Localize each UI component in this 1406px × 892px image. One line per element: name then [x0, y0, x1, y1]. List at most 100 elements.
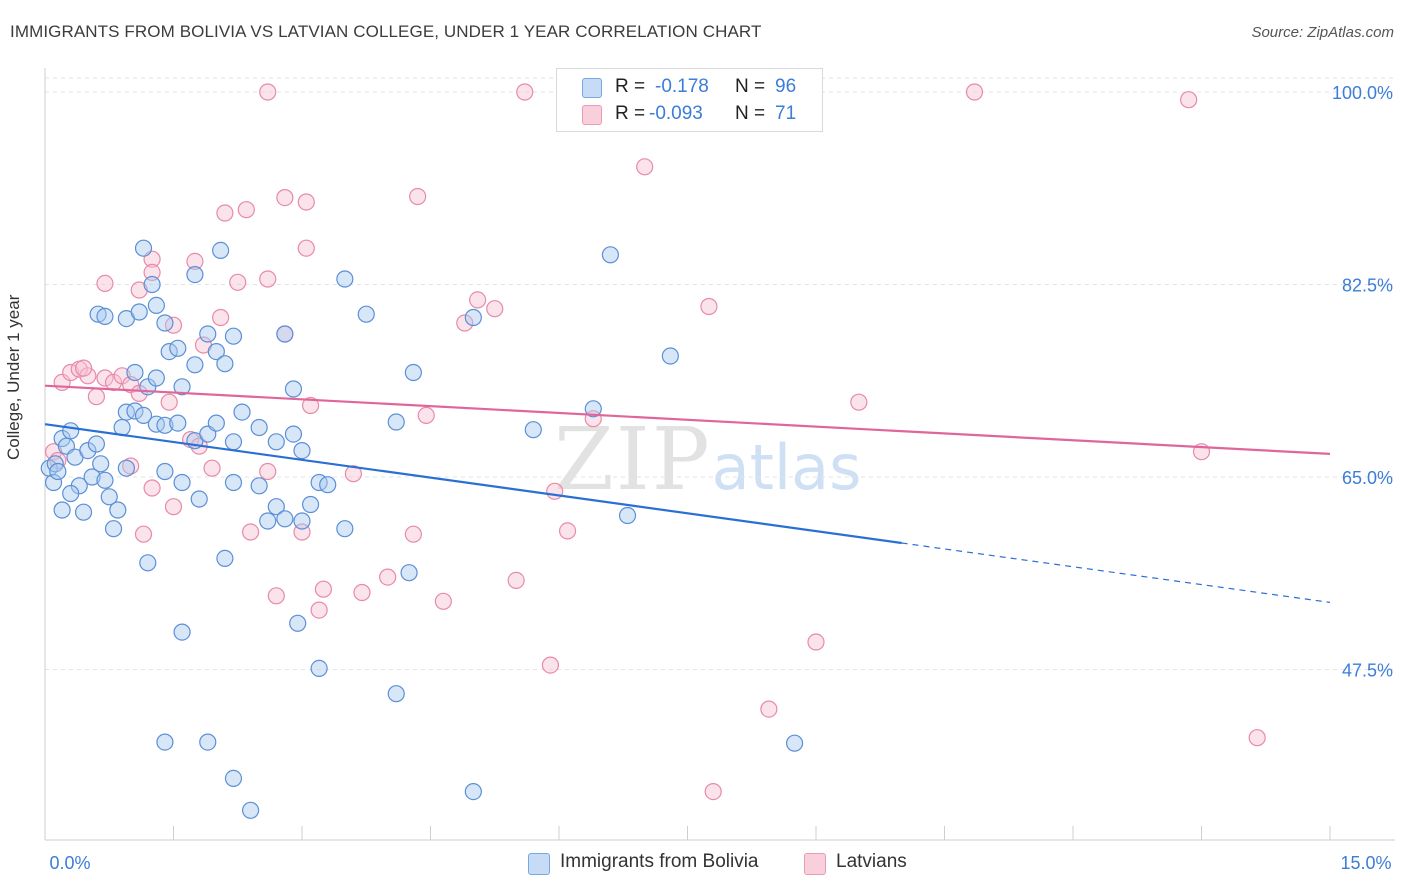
bolivia-point: [134, 406, 153, 424]
bolivia-point: [156, 416, 174, 434]
bolivia-point: [169, 414, 187, 432]
bolivia-point: [117, 403, 135, 421]
x-tick-label: 0.0%: [49, 853, 90, 873]
y-tick-label: 100.0%: [1332, 83, 1393, 103]
latvians-point: [216, 204, 234, 222]
bottom-legend-swatch-bolivia: [528, 853, 550, 875]
latvians-point: [229, 273, 247, 291]
bolivia-point: [53, 501, 71, 519]
legend-row-latvians: R = -0.093 N = 71: [557, 101, 822, 127]
bolivia-point: [173, 623, 191, 641]
latvians-point: [276, 189, 294, 207]
bolivia-point: [139, 554, 157, 572]
latvians-point: [74, 359, 93, 377]
bolivia-point: [387, 685, 405, 703]
chart-title: IMMIGRANTS FROM BOLIVIA VS LATVIAN COLLE…: [10, 22, 762, 41]
latvians-point: [143, 479, 161, 497]
latvians-point: [469, 291, 487, 309]
latvians-point: [417, 406, 435, 424]
bolivia-point: [224, 327, 243, 345]
latvians-point: [134, 525, 153, 543]
bolivia-point: [104, 520, 123, 538]
bolivia-point: [618, 506, 637, 525]
bolivia-point: [117, 459, 135, 477]
bolivia-point: [404, 363, 422, 382]
bolivia-point: [156, 314, 174, 332]
legend-r-value: -0.178: [655, 76, 709, 97]
latvians-point: [87, 388, 106, 406]
bolivia-point: [199, 325, 217, 343]
bolivia-point: [147, 415, 165, 433]
bolivia-point: [276, 325, 294, 343]
bolivia-point: [224, 769, 243, 788]
bolivia-point: [89, 305, 107, 323]
y-tick-label: 82.5%: [1342, 276, 1393, 296]
legend-n-value: 96: [775, 76, 797, 97]
bolivia-point: [242, 801, 260, 819]
bolivia-point: [207, 414, 225, 432]
latvians-point: [186, 252, 204, 270]
bolivia-point: [267, 433, 285, 451]
bolivia-point: [44, 473, 63, 492]
y-tick-label: 47.5%: [1342, 661, 1393, 681]
bolivia-point: [96, 471, 114, 489]
latvians-point: [96, 369, 114, 387]
bolivia-point: [524, 421, 542, 439]
trend-lines: [44, 384, 1331, 603]
bolivia-trend-line: [44, 423, 902, 545]
legend-r-value: -0.093: [649, 103, 703, 124]
latvians-point: [242, 523, 260, 541]
bolivia-point: [96, 307, 114, 325]
latvians-point: [259, 462, 277, 481]
latvians-point: [96, 274, 114, 292]
bolivia-point: [156, 462, 174, 481]
bolivia-point: [109, 501, 127, 519]
latvians-point: [344, 465, 362, 483]
bolivia-point: [212, 241, 230, 259]
axes: [44, 68, 1395, 841]
bolivia-point: [250, 418, 268, 437]
latvians-point: [507, 571, 525, 590]
bolivia-point: [584, 400, 602, 418]
latvians-point: [203, 459, 221, 477]
bolivia-point: [49, 462, 67, 481]
bolivia-point: [233, 403, 251, 421]
latvians-point: [259, 270, 277, 288]
bolivia-points: [40, 239, 804, 819]
bolivia-point: [293, 512, 311, 530]
latvians-point: [130, 281, 148, 299]
watermark-atlas: atlas: [711, 431, 862, 504]
latvians-point: [704, 782, 722, 801]
bolivia-point: [336, 270, 354, 288]
latvians-point: [301, 396, 320, 415]
bolivia-point: [160, 343, 178, 361]
bolivia-trend-extension: [901, 542, 1331, 603]
legend-n-label: N =: [735, 103, 766, 124]
bolivia-point: [293, 442, 311, 460]
latvians-point: [143, 263, 161, 281]
tick-labels: 47.5% 65.0% 82.5% 100.0% 0.0% 15.0%: [49, 83, 1393, 873]
latvians-point: [62, 363, 80, 382]
bolivia-point: [156, 733, 174, 751]
bolivia-point: [143, 275, 161, 294]
bolivia-point: [357, 305, 375, 323]
bolivia-point: [79, 442, 97, 460]
latvians-point: [297, 239, 315, 257]
x-tick-label: 15.0%: [1340, 853, 1391, 873]
bolivia-point: [259, 512, 277, 530]
bolivia-point: [169, 339, 187, 357]
bolivia-point: [186, 356, 204, 374]
bolivia-point: [224, 473, 243, 492]
bolivia-point: [785, 734, 804, 752]
bolivia-point: [186, 266, 204, 284]
latvians-point: [965, 83, 984, 101]
bolivia-point: [126, 402, 144, 420]
bolivia-point: [134, 239, 153, 257]
latvians-point: [486, 300, 504, 318]
latvians-point: [456, 314, 474, 332]
bolivia-point: [87, 435, 106, 453]
latvians-point: [379, 568, 397, 586]
bolivia-point: [207, 343, 225, 361]
bolivia-point: [301, 495, 320, 514]
latvians-point: [1248, 729, 1266, 747]
